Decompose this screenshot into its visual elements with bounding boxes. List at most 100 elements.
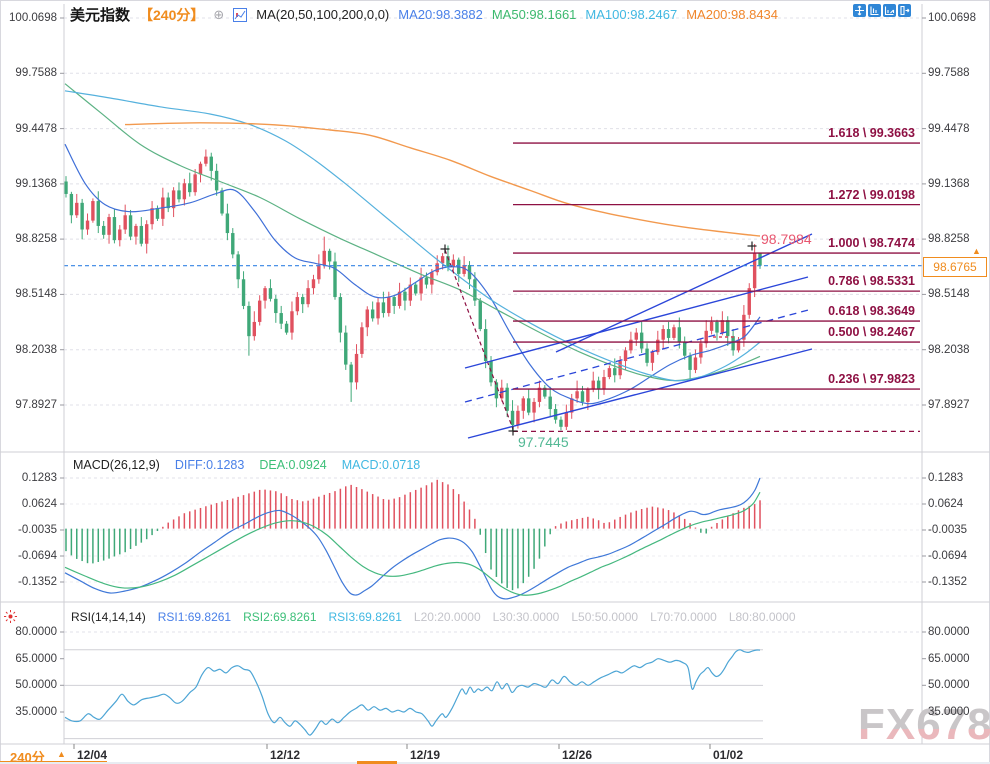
candle-body [602, 377, 606, 390]
candle-body [435, 263, 439, 273]
candle-body [91, 201, 95, 221]
compare-icon[interactable]: ⊕ [213, 6, 225, 22]
candle-body [134, 225, 138, 237]
axis-scale-right-icon[interactable] [883, 4, 896, 17]
candle-body [279, 313, 283, 324]
channel-upper [464, 276, 809, 369]
candle-body [365, 309, 369, 328]
candle-body [112, 217, 117, 241]
candle-body [720, 320, 725, 333]
candle-body [257, 300, 262, 322]
candle-body [64, 181, 68, 194]
candle-body [333, 261, 337, 298]
pan-icon[interactable] [853, 4, 866, 17]
candle-body [145, 224, 149, 244]
candle-body [704, 330, 708, 344]
candle-body [387, 297, 391, 314]
candle-body [693, 357, 698, 370]
candle-body [408, 284, 413, 301]
candle-body [570, 398, 574, 413]
candle-body [672, 327, 676, 338]
candle-body [236, 254, 240, 280]
indicator-settings-icon[interactable] [3, 609, 18, 629]
candle-body [247, 305, 251, 337]
candle-body [370, 309, 375, 319]
candle-body [699, 343, 703, 358]
candle-body [462, 265, 466, 274]
candle-body [645, 348, 649, 363]
candle-body [494, 382, 499, 399]
candle-body [85, 220, 90, 230]
candle-body [150, 208, 154, 225]
candle-body [446, 256, 450, 267]
candle-body [118, 229, 122, 241]
candle-body [548, 396, 552, 410]
axis-scale-left-icon[interactable] [868, 4, 881, 17]
candle-body [263, 288, 267, 301]
channel-lower [467, 348, 813, 439]
candle-body [634, 332, 638, 340]
candle-body [688, 355, 692, 370]
candle-body [338, 297, 343, 333]
candle-body [451, 259, 456, 267]
candle-body [107, 217, 111, 235]
candle-body [403, 291, 407, 301]
candle-body [736, 339, 741, 351]
scrollbar-thumb[interactable] [357, 761, 397, 764]
candle-body [666, 329, 671, 338]
candle-body [580, 391, 585, 402]
candle-body [220, 190, 224, 214]
candle-body [586, 389, 590, 402]
candle-body [284, 323, 289, 333]
candle-body [274, 298, 278, 314]
candle-body [677, 327, 682, 342]
period-button[interactable]: 240分 [10, 750, 45, 764]
candle-body [483, 329, 488, 362]
candle-body [629, 339, 633, 351]
candle-body [349, 364, 353, 383]
candle-body [166, 197, 170, 209]
candle-body [661, 329, 665, 340]
candle-body [575, 391, 579, 399]
period-dropdown-arrow-icon[interactable]: ▲ [57, 749, 66, 759]
candle-body [424, 277, 429, 285]
candle-body [252, 321, 256, 337]
candle-body [193, 174, 197, 193]
candle-body [613, 368, 617, 376]
candle-body [564, 412, 569, 427]
candle-body [209, 156, 213, 171]
candle-body [747, 288, 751, 315]
candle-body [731, 336, 735, 351]
candle-body [510, 410, 515, 426]
candle-body [553, 409, 558, 420]
candle-body [123, 215, 127, 230]
candle-body [381, 302, 386, 314]
ma100-line [64, 90, 761, 382]
candle-body [607, 368, 612, 378]
candle-body [139, 225, 144, 244]
candle-body [543, 387, 547, 397]
candle-body [419, 277, 423, 294]
exit-icon[interactable] [898, 4, 911, 17]
candle-body [397, 291, 402, 306]
candle-body [96, 201, 100, 226]
candle-body [241, 279, 246, 306]
candle-body [537, 387, 542, 402]
candle-body [301, 297, 305, 305]
candle-body [231, 233, 235, 255]
candle-body [489, 361, 493, 383]
candle-body [505, 387, 509, 411]
candle-body [473, 279, 477, 301]
chart-type-icon[interactable] [233, 7, 248, 22]
candle-body [639, 332, 644, 349]
macd-dea-line [64, 491, 761, 596]
candle-body [75, 202, 79, 216]
candle-body [526, 398, 531, 413]
candle-body [155, 208, 160, 219]
candle-body [596, 380, 601, 390]
candle-body [198, 163, 203, 175]
candle-body [177, 190, 181, 200]
scrollbar-track[interactable] [0, 762, 990, 764]
